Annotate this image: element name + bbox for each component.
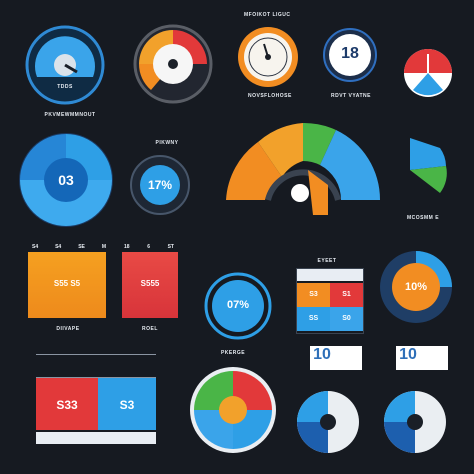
gauge6-dial [130,155,190,215]
bar-block-orange-caption: DIIVAPE [56,326,80,332]
tick-label: SE [78,244,85,250]
gauge4-label: RDVT VYATNE [331,93,371,99]
tile-value: 10 [399,346,417,363]
gauge3-label: NOVSFLOHOSE [248,93,292,99]
gauge2-dial [133,24,213,104]
tile-card [396,346,448,370]
side-pie-chart [410,138,447,193]
section-title-left: PKVMEWMMNOUT [44,112,96,118]
gauge9-dial [297,391,359,453]
stacked-panel-right-value: S3 [119,398,135,412]
gauge8-value: 10% [404,281,428,293]
stacked-panel-red [36,378,98,430]
tick-label: ST [167,244,174,250]
stacked-panel-left-value: S33 [56,398,78,412]
tile-value: 10 [313,346,331,363]
tick-label: S4 [32,244,39,250]
mini-table-cell [330,283,363,307]
mini-table: S3 S1 SS S0 [296,268,364,334]
bar-chart-right-ticks: 18 6 ST [124,244,174,252]
gauge5-value: 03 [58,172,74,188]
stacked-panel-lines [36,354,156,378]
mini-table-header [297,269,363,281]
gauge8-dial [380,251,452,323]
gauge7-dial [204,272,272,340]
gauge1-value: TDDS [57,84,73,90]
mini-table-cell [297,307,330,331]
mini-table-cell [297,283,330,307]
bar-block-red-value: S555 [140,279,160,288]
tick-label: 6 [147,244,150,250]
stacked-panel-blue [98,378,156,430]
bar-chart-left-ticks: S4 S4 SE M [32,244,106,252]
gauge3-title: MFOIKOT LIGUC [244,12,291,18]
gauge7-value: 07% [226,299,250,311]
speedometer-main [226,122,381,215]
mini-table-value: S3 [309,291,318,298]
bar-block-red-caption: ROEL [142,326,158,332]
gauge1-dial [25,25,105,105]
tick-label: S4 [55,244,62,250]
gauge-large-blue [19,133,113,227]
tile-card [310,346,362,370]
gauge3-dial [238,27,298,87]
bar-block-orange [28,252,106,318]
tick-label: 18 [124,244,130,250]
gauge4-dial [323,28,377,82]
pie-title: PKERGE [220,350,246,356]
mini-table-value: S1 [342,291,351,298]
tick-label: M [101,244,106,250]
mini-table-value: S0 [342,315,351,322]
gauge4-value: 18 [341,45,359,62]
gauge10-dial [384,391,446,453]
bar-block-orange-value: S55 S5 [53,279,81,288]
gauge5-dial [404,49,452,97]
mini-table-cell [330,307,363,331]
gauge6-title: PIKWNY [155,140,179,146]
gauge6-value: 17% [147,178,173,192]
bar-block-red [122,252,178,318]
mini-table-title: EYEET [317,258,337,264]
stacked-panel-footer [36,432,156,444]
quadrant-pie-chart [190,367,276,453]
mini-table-value: SS [308,315,319,322]
side-pie-label: MCOSMM E [406,215,440,221]
